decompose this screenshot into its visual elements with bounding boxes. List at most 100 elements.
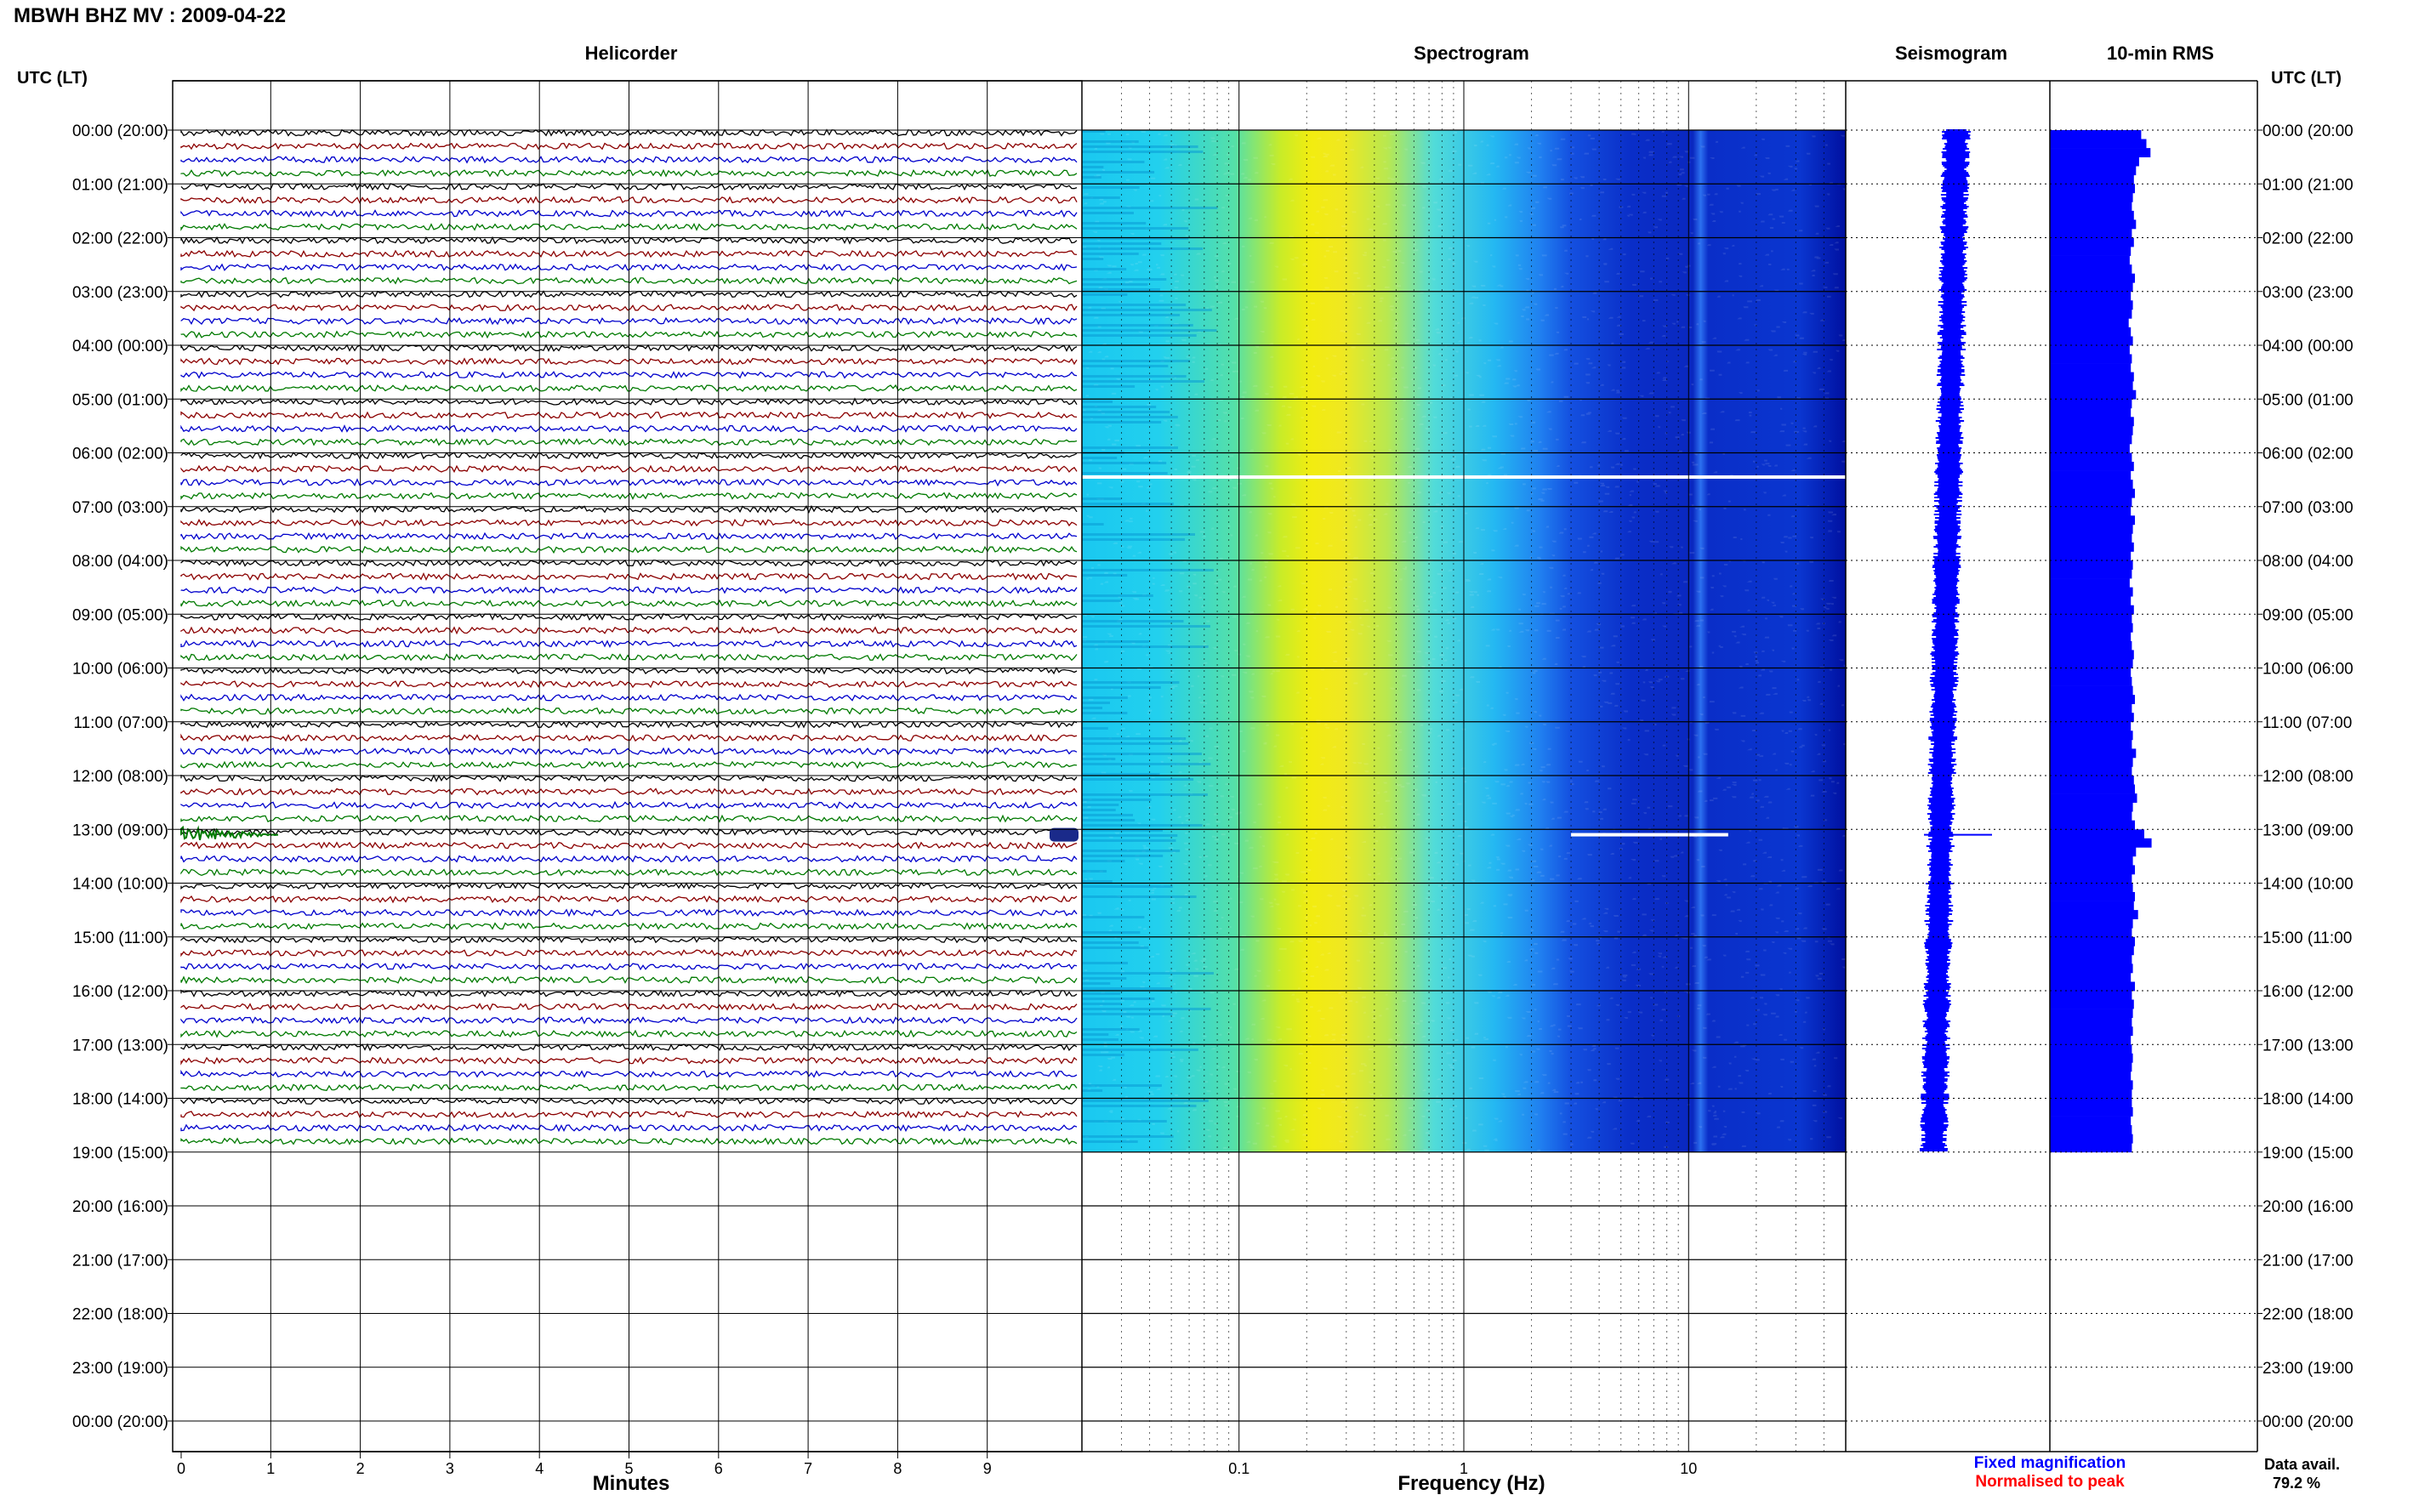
- helicorder-trace: [180, 881, 1078, 890]
- helicorder-trace: [180, 989, 1078, 998]
- left-axis-title: UTC (LT): [17, 69, 88, 88]
- hour-label-right: 02:00 (22:00: [2262, 230, 2354, 248]
- rms-bar: [2050, 793, 2137, 803]
- hour-label-left: 01:00 (21:00): [72, 176, 168, 194]
- spectrogram-x-tick-label: 1: [1460, 1460, 1468, 1477]
- helicorder-trace: [180, 276, 1078, 285]
- helicorder-trace: [180, 316, 1078, 326]
- spectrogram-image: [1080, 130, 1850, 1154]
- spectrogram-gap: [1571, 833, 1728, 837]
- rms-bar: [2050, 936, 2135, 946]
- rms-bar: [2050, 515, 2135, 526]
- rms-bar: [2050, 901, 2134, 911]
- rms-bar: [2050, 820, 2135, 830]
- helicorder-trace: [180, 653, 1078, 662]
- helicorder-trace: [180, 531, 1078, 541]
- rms-bar: [2050, 999, 2134, 1009]
- hour-label-left: 10:00 (06:00): [72, 661, 168, 679]
- rms-bar: [2050, 533, 2132, 543]
- rms-bar: [2050, 776, 2134, 785]
- helicorder-trace: [180, 545, 1078, 554]
- rms-bar: [2050, 695, 2135, 704]
- helicorder-x-tick-label: 6: [714, 1460, 723, 1477]
- hour-label-left: 03:00 (23:00): [72, 284, 168, 302]
- rms-bar: [2050, 596, 2132, 606]
- hour-label-right: 22:00 (18:00: [2262, 1306, 2354, 1324]
- rms-bar: [2050, 730, 2133, 741]
- hour-label-right: 08:00 (04:00: [2262, 553, 2354, 571]
- rms-bar: [2050, 560, 2133, 570]
- helicorder-trace: [180, 1043, 1078, 1052]
- hour-label-left: 17:00 (13:00): [72, 1037, 168, 1054]
- helicorder-traces: [180, 128, 1079, 1145]
- rms-bar: [2050, 713, 2134, 723]
- helicorder-trace: [180, 949, 1078, 958]
- helicorder-trace: [180, 397, 1078, 406]
- rms-bar: [2050, 578, 2130, 588]
- helicorder-trace: [180, 304, 1078, 312]
- hour-label-right: 13:00 (09:00: [2262, 821, 2354, 839]
- rms-bar: [2050, 1071, 2132, 1081]
- helicorder-trace: [180, 1003, 1078, 1011]
- helicorder-trace: [180, 612, 1078, 622]
- rms-bar: [2050, 354, 2132, 364]
- rms-bar: [2050, 1107, 2133, 1117]
- hour-label-left: 02:00 (22:00): [72, 230, 168, 248]
- rms-bar: [2050, 363, 2132, 372]
- helicorder-x-tick-label: 7: [804, 1460, 812, 1477]
- legend-normalised-to-peak: Normalised to peak: [1975, 1473, 2125, 1491]
- rms-bar: [2050, 1035, 2132, 1045]
- rms-bar: [2050, 407, 2132, 418]
- helicorder-trace: [180, 908, 1078, 918]
- station-label: MBWH BHZ MV : 2009-04-22: [14, 4, 286, 27]
- helicorder-trace: [180, 1016, 1078, 1025]
- rms-bar: [2050, 524, 2133, 534]
- rms-bar: [2050, 1026, 2133, 1037]
- hour-label-left: 08:00 (04:00): [72, 553, 168, 571]
- helicorder-trace: [180, 411, 1078, 420]
- rms-bar: [2050, 184, 2135, 194]
- rms-bar: [2050, 174, 2134, 185]
- rms-bar: [2050, 946, 2134, 956]
- spectrogram-x-tick-label: 0.1: [1228, 1460, 1249, 1477]
- hour-label-right: 15:00 (11:00: [2262, 929, 2352, 947]
- hour-label-left: 15:00 (11:00): [73, 929, 168, 947]
- helicorder-trace: [180, 330, 1078, 339]
- helicorder-x-tick-label: 3: [446, 1460, 454, 1477]
- rms-bar: [2050, 1098, 2132, 1108]
- rms-bar: [2050, 452, 2132, 463]
- helicorder-event-marker: [1050, 827, 1079, 842]
- rms-bar: [2050, 954, 2132, 964]
- helicorder-trace: [180, 855, 1078, 863]
- helicorder-trace: [180, 357, 1078, 366]
- helicorder-trace: [180, 599, 1078, 608]
- helicorder-trace: [180, 827, 1078, 837]
- helicorder-trace: [180, 1110, 1078, 1119]
- helicorder-trace: [180, 1083, 1078, 1092]
- rms-bar: [2050, 480, 2133, 489]
- rms-bar: [2050, 309, 2132, 319]
- helicorder-trace: [180, 1137, 1078, 1145]
- helicorder-trace: [180, 572, 1078, 582]
- hour-label-left: 05:00 (01:00): [72, 391, 168, 409]
- rms-bar: [2050, 148, 2151, 157]
- spectrogram-title: Spectrogram: [1414, 43, 1529, 64]
- hour-label-left: 23:00 (19:00): [72, 1360, 168, 1378]
- helicorder-trace: [180, 128, 1078, 137]
- helicorder-trace: [180, 679, 1078, 689]
- hour-label-left: 16:00 (12:00): [72, 983, 168, 1001]
- helicorder-trace: [180, 693, 1078, 702]
- rms-bar: [2050, 883, 2133, 893]
- rms-bar: [2050, 918, 2133, 929]
- rms-bar: [2050, 739, 2132, 749]
- hour-label-left: 22:00 (18:00): [72, 1306, 168, 1324]
- helicorder-trace: [180, 760, 1078, 770]
- helicorder-trace: [180, 935, 1078, 944]
- rms-bar: [2050, 748, 2137, 759]
- helicorder-trace: [180, 975, 1078, 985]
- rms-bar: [2050, 928, 2132, 938]
- rms-bar: [2050, 300, 2133, 310]
- hour-label-right: 21:00 (17:00: [2262, 1252, 2354, 1270]
- helicorder-trace: [180, 249, 1078, 259]
- rms-bar: [2050, 1143, 2132, 1153]
